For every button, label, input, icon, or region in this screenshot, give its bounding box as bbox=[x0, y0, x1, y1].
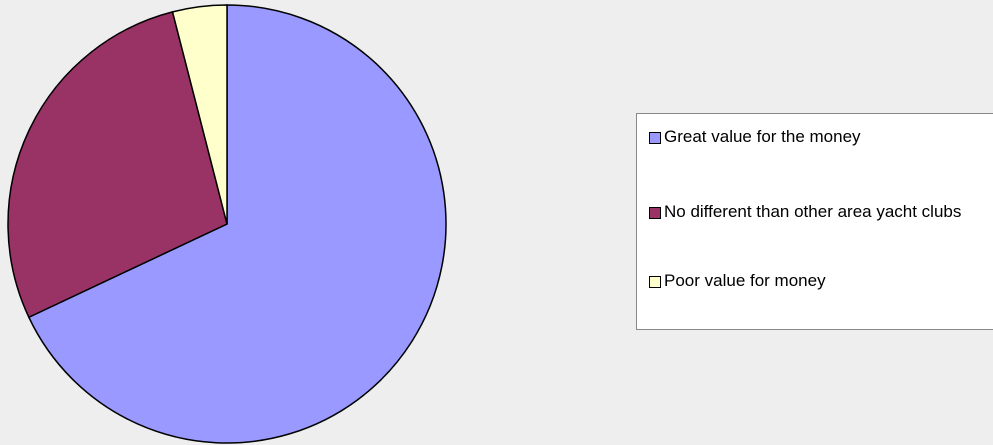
legend-item: No different than other area yacht clubs bbox=[649, 201, 979, 223]
legend: Great value for the money No different th… bbox=[636, 113, 993, 330]
legend-item: Great value for the money bbox=[649, 126, 979, 148]
legend-label: Poor value for money bbox=[664, 271, 826, 290]
legend-label: Great value for the money bbox=[664, 127, 861, 146]
legend-swatch bbox=[649, 132, 661, 144]
pie-slice bbox=[171, 4, 228, 225]
legend-item: Poor value for money bbox=[649, 270, 979, 292]
legend-swatch bbox=[649, 207, 661, 219]
legend-swatch bbox=[649, 276, 661, 288]
pie-slice bbox=[7, 10, 228, 319]
legend-label: No different than other area yacht clubs bbox=[664, 202, 962, 221]
pie-slice bbox=[27, 4, 447, 444]
